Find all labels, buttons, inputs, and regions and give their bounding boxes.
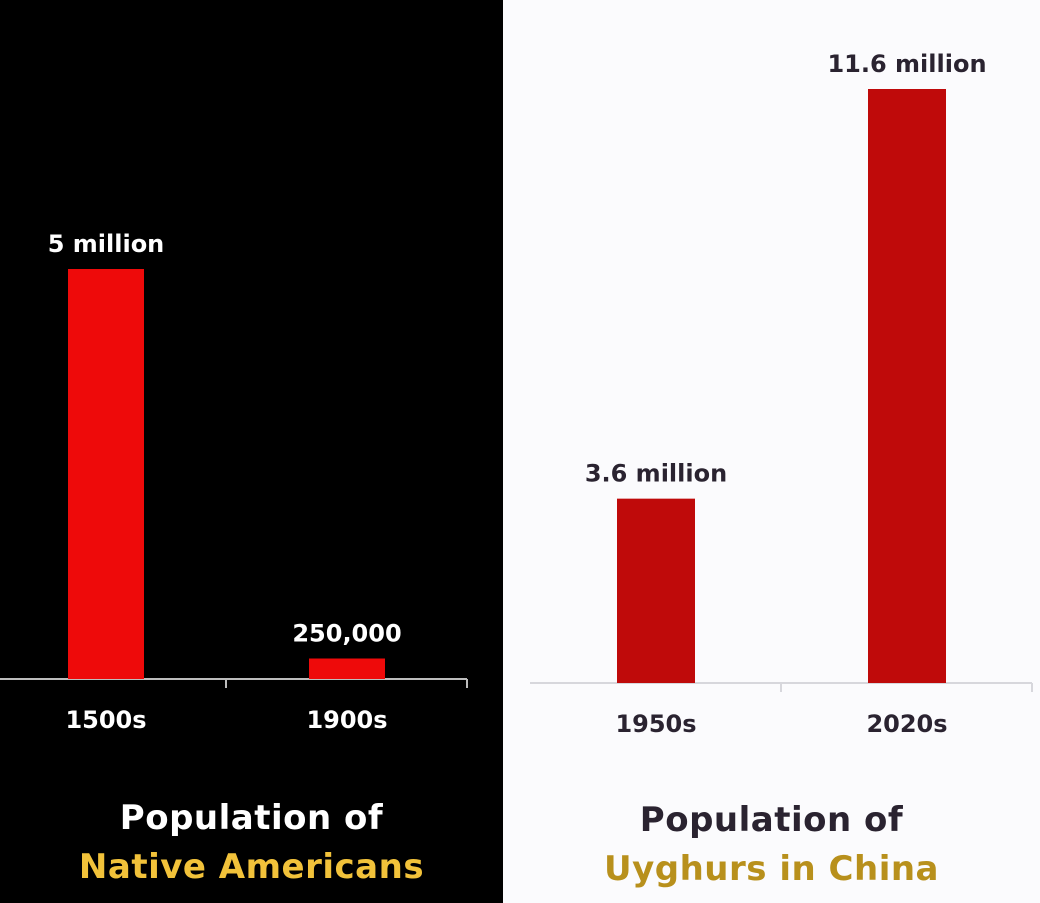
chart-title-line2: Uyghurs in China bbox=[603, 849, 940, 889]
x-tick-label: 1950s bbox=[615, 710, 696, 738]
data-label: 5 million bbox=[48, 230, 165, 258]
chart-title-line1: Population of bbox=[119, 798, 384, 838]
bar-1500s bbox=[68, 269, 144, 679]
data-label: 3.6 million bbox=[585, 460, 727, 488]
bar-1900s bbox=[309, 658, 385, 679]
x-tick-label: 2020s bbox=[866, 710, 947, 738]
uyghurs-bar-chart: 3.6 million 1950s 11.6 million 2020s bbox=[530, 50, 1033, 738]
native-americans-chart-panel: 5 million 1500s 250,000 1900s Population of… bbox=[0, 0, 503, 903]
bar-1950s bbox=[617, 498, 695, 683]
uyghurs-chart-panel: 3.6 million 1950s 11.6 million 2020s Popula… bbox=[503, 0, 1040, 903]
chart-title-line2: Native Americans bbox=[78, 847, 425, 887]
x-tick-label: 1500s bbox=[65, 706, 146, 734]
bar-2020s bbox=[868, 89, 946, 683]
data-label: 11.6 million bbox=[827, 50, 986, 78]
data-label: 250,000 bbox=[292, 620, 401, 648]
x-tick-label: 1900s bbox=[306, 706, 387, 734]
chart-title-line1: Population of bbox=[639, 800, 904, 840]
native-americans-bar-chart: 5 million 1500s 250,000 1900s bbox=[0, 230, 468, 734]
